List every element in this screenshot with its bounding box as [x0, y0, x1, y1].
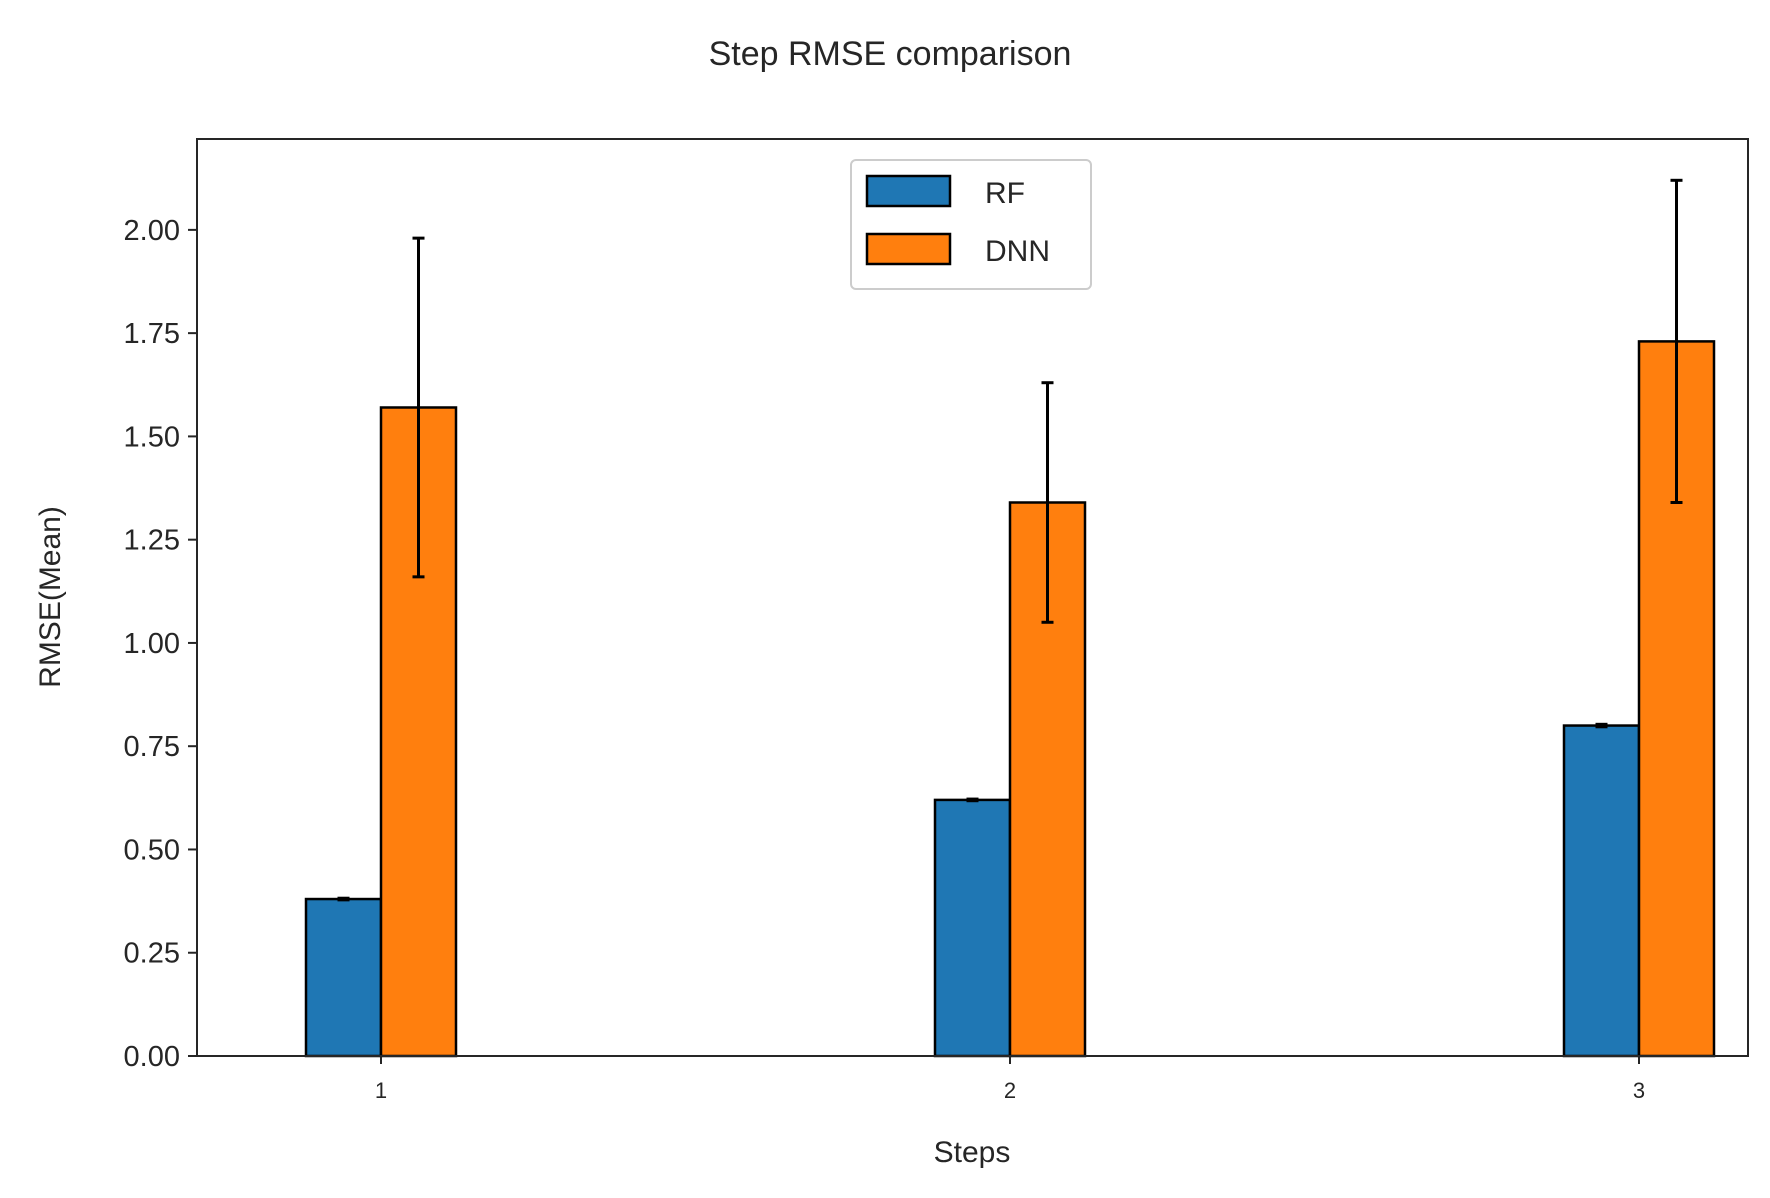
y-tick-label: 0.25: [124, 938, 180, 970]
legend-swatch-rf: [865, 174, 952, 208]
errorbars-layer: [337, 178, 1683, 902]
legend: RF DNN: [850, 159, 1092, 290]
y-tick-label: 1.25: [124, 525, 180, 557]
error-bar-dnn-step-1: [412, 236, 425, 579]
legend-swatch-dnn: [865, 232, 952, 266]
y-tick-label: 2.00: [124, 215, 180, 247]
bar-rf-step-3: [1562, 724, 1641, 1058]
bar-rf-step-1: [304, 897, 383, 1058]
legend-label-dnn: DNN: [985, 235, 1050, 268]
y-tick-label: 1.00: [124, 628, 180, 660]
error-bar-dnn-step-2: [1041, 381, 1054, 624]
x-tick-label: 3: [1633, 1078, 1645, 1103]
chart-title: Step RMSE comparison: [709, 35, 1072, 73]
error-bar-dnn-step-3: [1670, 178, 1683, 504]
x-axis-label: Steps: [934, 1136, 1011, 1169]
y-axis: 0.00 0.25 0.50 0.75 1.00 1.25 1.50 1.75 2.00: [124, 215, 197, 1073]
y-tick-label: 0.50: [124, 834, 180, 866]
y-tick-label: 1.50: [124, 421, 180, 453]
x-axis: 1 2 3: [375, 1056, 1645, 1103]
error-bar-rf-step-1: [337, 896, 350, 902]
plot-frame: [196, 138, 1749, 1057]
y-tick-label: 0.00: [124, 1041, 180, 1073]
legend-label-rf: RF: [985, 177, 1025, 210]
y-tick-label: 1.75: [124, 318, 180, 350]
x-tick-label: 1: [375, 1078, 387, 1103]
bars-layer: [304, 340, 1716, 1058]
y-tick-label: 0.75: [124, 731, 180, 763]
error-bar-rf-step-2: [966, 797, 979, 803]
x-tick-label: 2: [1004, 1078, 1016, 1103]
error-bar-rf-step-3: [1595, 722, 1608, 729]
bar-rf-step-2: [933, 798, 1012, 1058]
y-axis-label: RMSE(Mean): [34, 506, 67, 688]
